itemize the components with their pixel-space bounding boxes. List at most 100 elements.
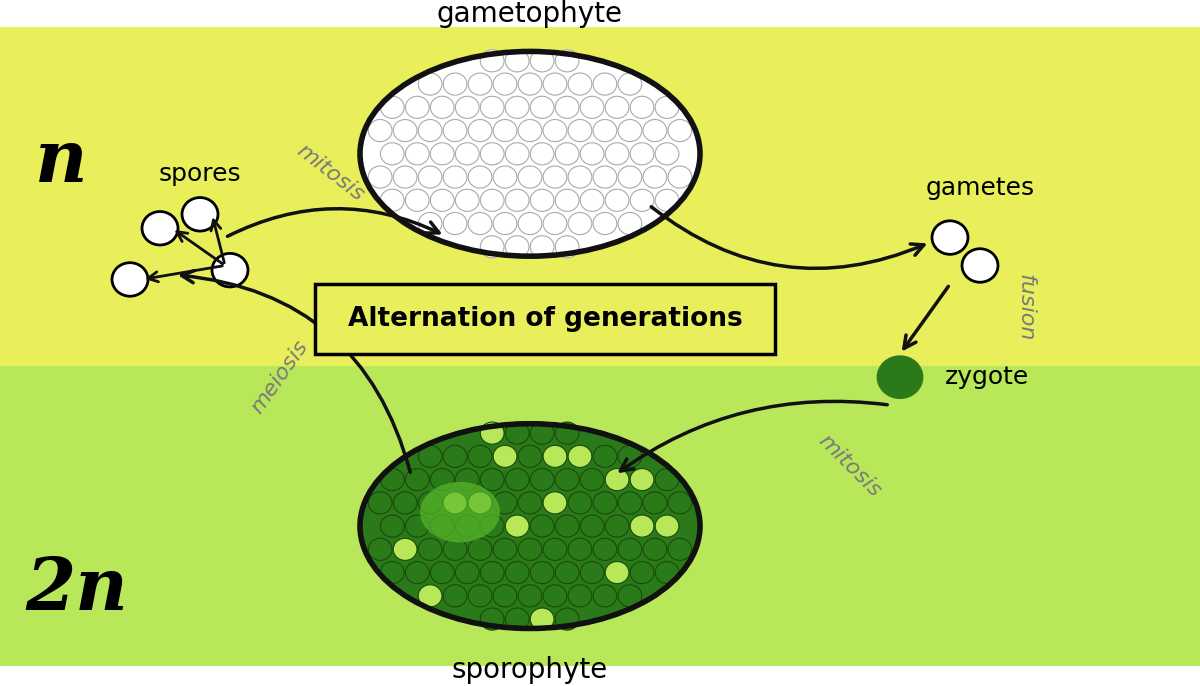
Circle shape (668, 166, 691, 188)
Circle shape (480, 608, 504, 630)
Circle shape (530, 562, 554, 584)
Circle shape (406, 143, 430, 165)
Ellipse shape (360, 51, 700, 256)
Circle shape (443, 73, 467, 95)
Circle shape (581, 515, 604, 537)
Circle shape (406, 189, 430, 211)
Circle shape (556, 469, 580, 490)
Circle shape (112, 263, 148, 296)
Circle shape (431, 189, 454, 211)
Circle shape (593, 539, 617, 560)
Text: meiosis: meiosis (247, 337, 312, 418)
Circle shape (368, 539, 392, 560)
Circle shape (518, 73, 542, 95)
Circle shape (468, 445, 492, 467)
Circle shape (556, 96, 580, 119)
Circle shape (593, 73, 617, 95)
Circle shape (568, 73, 592, 95)
Text: Alternation of generations: Alternation of generations (348, 306, 743, 332)
Circle shape (443, 492, 467, 514)
Circle shape (368, 166, 392, 188)
Circle shape (455, 562, 479, 584)
Circle shape (518, 119, 542, 141)
Circle shape (643, 492, 667, 514)
Circle shape (505, 608, 529, 630)
Circle shape (544, 445, 566, 467)
Circle shape (878, 357, 922, 398)
Text: n: n (35, 126, 88, 197)
Circle shape (568, 539, 592, 560)
Circle shape (556, 189, 580, 211)
Circle shape (419, 539, 442, 560)
Circle shape (605, 143, 629, 165)
Circle shape (406, 515, 430, 537)
Circle shape (530, 189, 554, 211)
Circle shape (593, 445, 617, 467)
Circle shape (568, 445, 592, 467)
Circle shape (419, 445, 442, 467)
Circle shape (493, 492, 517, 514)
Circle shape (455, 189, 479, 211)
Circle shape (380, 562, 404, 584)
Circle shape (468, 584, 492, 607)
Circle shape (618, 492, 642, 514)
Circle shape (518, 539, 542, 560)
Circle shape (443, 445, 467, 467)
Circle shape (505, 469, 529, 490)
Circle shape (406, 96, 430, 119)
Circle shape (394, 492, 418, 514)
Circle shape (380, 469, 404, 490)
Circle shape (505, 515, 529, 537)
Circle shape (630, 515, 654, 537)
Circle shape (142, 211, 178, 245)
Circle shape (443, 213, 467, 235)
Circle shape (505, 562, 529, 584)
Circle shape (655, 143, 679, 165)
Circle shape (544, 213, 566, 235)
Circle shape (630, 562, 654, 584)
Circle shape (394, 119, 418, 141)
Circle shape (530, 96, 554, 119)
Circle shape (468, 119, 492, 141)
Circle shape (593, 119, 617, 141)
Circle shape (643, 539, 667, 560)
FancyBboxPatch shape (0, 27, 1200, 366)
Circle shape (518, 445, 542, 467)
Ellipse shape (420, 482, 500, 543)
Circle shape (380, 189, 404, 211)
Circle shape (380, 515, 404, 537)
Circle shape (618, 73, 642, 95)
Circle shape (544, 166, 566, 188)
Circle shape (556, 608, 580, 630)
Circle shape (394, 166, 418, 188)
Circle shape (556, 143, 580, 165)
Circle shape (581, 143, 604, 165)
Circle shape (630, 143, 654, 165)
Circle shape (593, 213, 617, 235)
Circle shape (556, 422, 580, 444)
Circle shape (618, 584, 642, 607)
Circle shape (581, 562, 604, 584)
Circle shape (544, 119, 566, 141)
Circle shape (394, 539, 418, 560)
Circle shape (556, 50, 580, 72)
Circle shape (668, 539, 691, 560)
Circle shape (618, 213, 642, 235)
Circle shape (530, 515, 554, 537)
Circle shape (468, 166, 492, 188)
Circle shape (468, 492, 492, 514)
Circle shape (455, 96, 479, 119)
Circle shape (380, 143, 404, 165)
Circle shape (618, 539, 642, 560)
Text: 2n: 2n (25, 554, 127, 625)
Circle shape (630, 469, 654, 490)
Circle shape (443, 539, 467, 560)
Circle shape (643, 119, 667, 141)
Circle shape (655, 189, 679, 211)
Circle shape (655, 515, 679, 537)
Circle shape (505, 50, 529, 72)
Circle shape (568, 119, 592, 141)
Text: mitosis: mitosis (815, 430, 886, 501)
Circle shape (431, 515, 454, 537)
Circle shape (556, 236, 580, 258)
